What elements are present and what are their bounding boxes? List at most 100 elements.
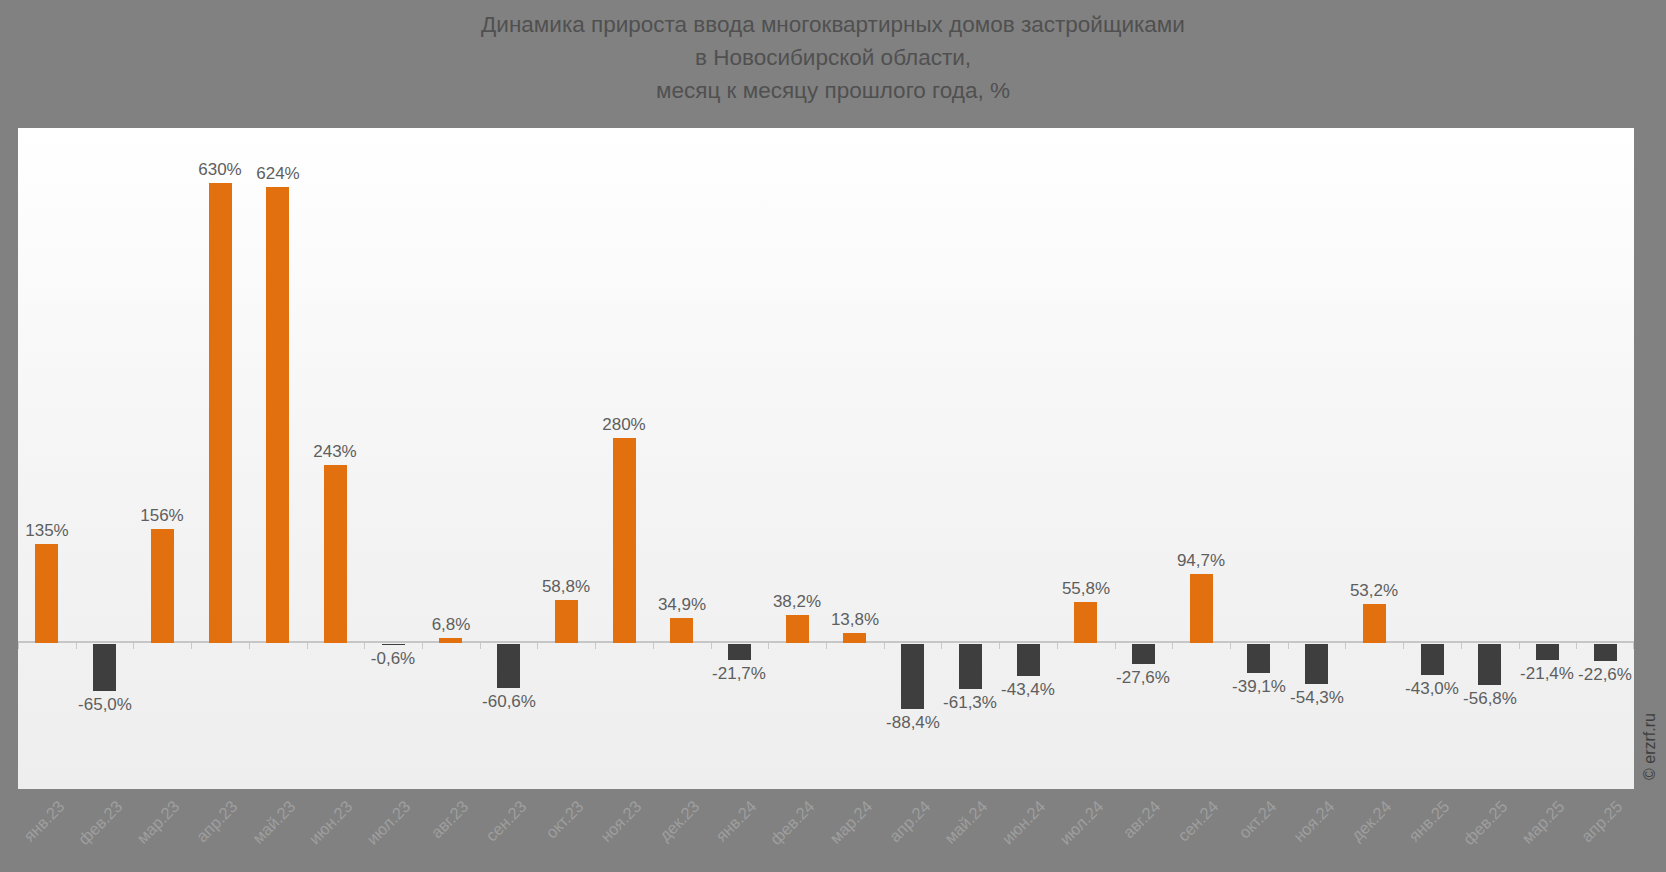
axis-tick	[364, 643, 365, 649]
bar-value-label: 280%	[602, 415, 645, 435]
axis-tick	[480, 643, 481, 649]
bar-value-label: 55,8%	[1062, 579, 1110, 599]
bar-июн.24[interactable]	[1017, 644, 1040, 676]
axis-tick	[1172, 643, 1173, 649]
x-axis-label: мар.23	[133, 797, 184, 848]
x-axis-label: авг.24	[1119, 797, 1164, 842]
axis-tick	[1403, 643, 1404, 649]
x-axis-label: мар.24	[826, 797, 877, 848]
x-axis-label: апр.23	[192, 797, 241, 846]
plot-area: 135% -65,0% 156% 630% 624% 243% -0,6% 6,8% -60,6…	[18, 128, 1634, 789]
bar-value-label: -0,6%	[371, 649, 415, 669]
bar-сен.23[interactable]	[497, 644, 520, 688]
axis-tick	[1057, 643, 1058, 649]
bar-ноя.23[interactable]	[613, 438, 636, 643]
bar-апр.24[interactable]	[901, 644, 924, 709]
bar-дек.24[interactable]	[1363, 604, 1386, 643]
x-axis-label: авг.23	[427, 797, 472, 842]
bar-июл.23[interactable]	[382, 644, 405, 645]
axis-tick	[422, 643, 423, 649]
bar-июл.24[interactable]	[1074, 602, 1097, 643]
bar-мар.24[interactable]	[843, 633, 866, 643]
bar-value-label: 624%	[256, 164, 299, 184]
axis-tick	[1519, 643, 1520, 649]
bar-value-label: 94,7%	[1177, 551, 1225, 571]
axis-tick	[1230, 643, 1231, 649]
axis-tick	[1461, 643, 1462, 649]
axis-tick	[76, 643, 77, 649]
bar-value-label: 135%	[25, 521, 68, 541]
bar-value-label: -60,6%	[482, 692, 536, 712]
bar-окт.24[interactable]	[1247, 644, 1270, 673]
bar-сен.24[interactable]	[1190, 574, 1213, 643]
axis-tick	[768, 643, 769, 649]
bar-value-label: -21,7%	[712, 664, 766, 684]
bar-value-label: 58,8%	[542, 577, 590, 597]
bar-value-label: 156%	[140, 506, 183, 526]
axis-tick	[653, 643, 654, 649]
bar-апр.25[interactable]	[1594, 644, 1617, 661]
x-axis-label: май.23	[249, 797, 300, 848]
bar-value-label: -88,4%	[886, 713, 940, 733]
bar-янв.25[interactable]	[1421, 644, 1444, 675]
x-axis-label: ноя.24	[1290, 797, 1339, 846]
axis-tick	[1115, 643, 1116, 649]
axis-tick	[999, 643, 1000, 649]
bar-value-label: -27,6%	[1116, 668, 1170, 688]
bar-value-label: -43,0%	[1405, 679, 1459, 699]
x-axis-label: ноя.23	[597, 797, 646, 846]
bar-июн.23[interactable]	[324, 465, 347, 643]
x-axis-label: фев.25	[1459, 797, 1511, 849]
bar-value-label: -21,4%	[1520, 664, 1574, 684]
x-axis-label: мар.25	[1518, 797, 1569, 848]
bar-мар.23[interactable]	[151, 529, 174, 643]
x-axis-label: апр.24	[885, 797, 934, 846]
axis-tick	[191, 643, 192, 649]
bar-value-label: -56,8%	[1463, 689, 1517, 709]
axis-tick	[1345, 643, 1346, 649]
x-axis-label: июн.24	[998, 797, 1049, 848]
x-axis-label: янв.25	[1405, 797, 1454, 846]
bar-value-label: -54,3%	[1290, 688, 1344, 708]
bar-value-label: 34,9%	[658, 595, 706, 615]
x-axis-label: окт.24	[1235, 797, 1280, 842]
bar-апр.23[interactable]	[209, 183, 232, 643]
axis-tick	[307, 643, 308, 649]
bar-авг.23[interactable]	[439, 638, 462, 643]
bar-value-label: 13,8%	[831, 610, 879, 630]
bar-фев.23[interactable]	[93, 644, 116, 691]
bar-май.23[interactable]	[266, 187, 289, 643]
bar-value-label: 630%	[198, 160, 241, 180]
bar-мар.25[interactable]	[1536, 644, 1559, 660]
x-axis-label: июл.24	[1056, 797, 1107, 848]
x-axis-label: апр.25	[1577, 797, 1626, 846]
bar-value-label: -39,1%	[1232, 677, 1286, 697]
axis-tick	[537, 643, 538, 649]
bar-авг.24[interactable]	[1132, 644, 1155, 664]
x-axis-label: июл.23	[363, 797, 414, 848]
axis-tick	[884, 643, 885, 649]
bar-янв.24[interactable]	[728, 644, 751, 660]
axis-tick	[18, 643, 19, 649]
x-axis-label: сен.23	[482, 797, 530, 845]
x-axis-label: фев.24	[766, 797, 818, 849]
bar-май.24[interactable]	[959, 644, 982, 689]
x-axis-label: фев.23	[74, 797, 126, 849]
axis-tick	[133, 643, 134, 649]
bar-value-label: 38,2%	[773, 592, 821, 612]
bar-value-label: 6,8%	[432, 615, 471, 635]
bar-value-label: 243%	[313, 442, 356, 462]
bar-value-label: 53,2%	[1350, 581, 1398, 601]
bar-value-label: -22,6%	[1578, 665, 1632, 685]
axis-tick	[249, 643, 250, 649]
x-axis-label: янв.23	[20, 797, 69, 846]
bar-фев.25[interactable]	[1478, 644, 1501, 685]
bar-фев.24[interactable]	[786, 615, 809, 643]
bar-дек.23[interactable]	[670, 618, 693, 643]
bar-ноя.24[interactable]	[1305, 644, 1328, 684]
axis-tick	[826, 643, 827, 649]
bar-value-label: -61,3%	[943, 693, 997, 713]
bar-янв.23[interactable]	[35, 544, 58, 643]
bar-окт.23[interactable]	[555, 600, 578, 643]
bar-value-label: -65,0%	[78, 695, 132, 715]
